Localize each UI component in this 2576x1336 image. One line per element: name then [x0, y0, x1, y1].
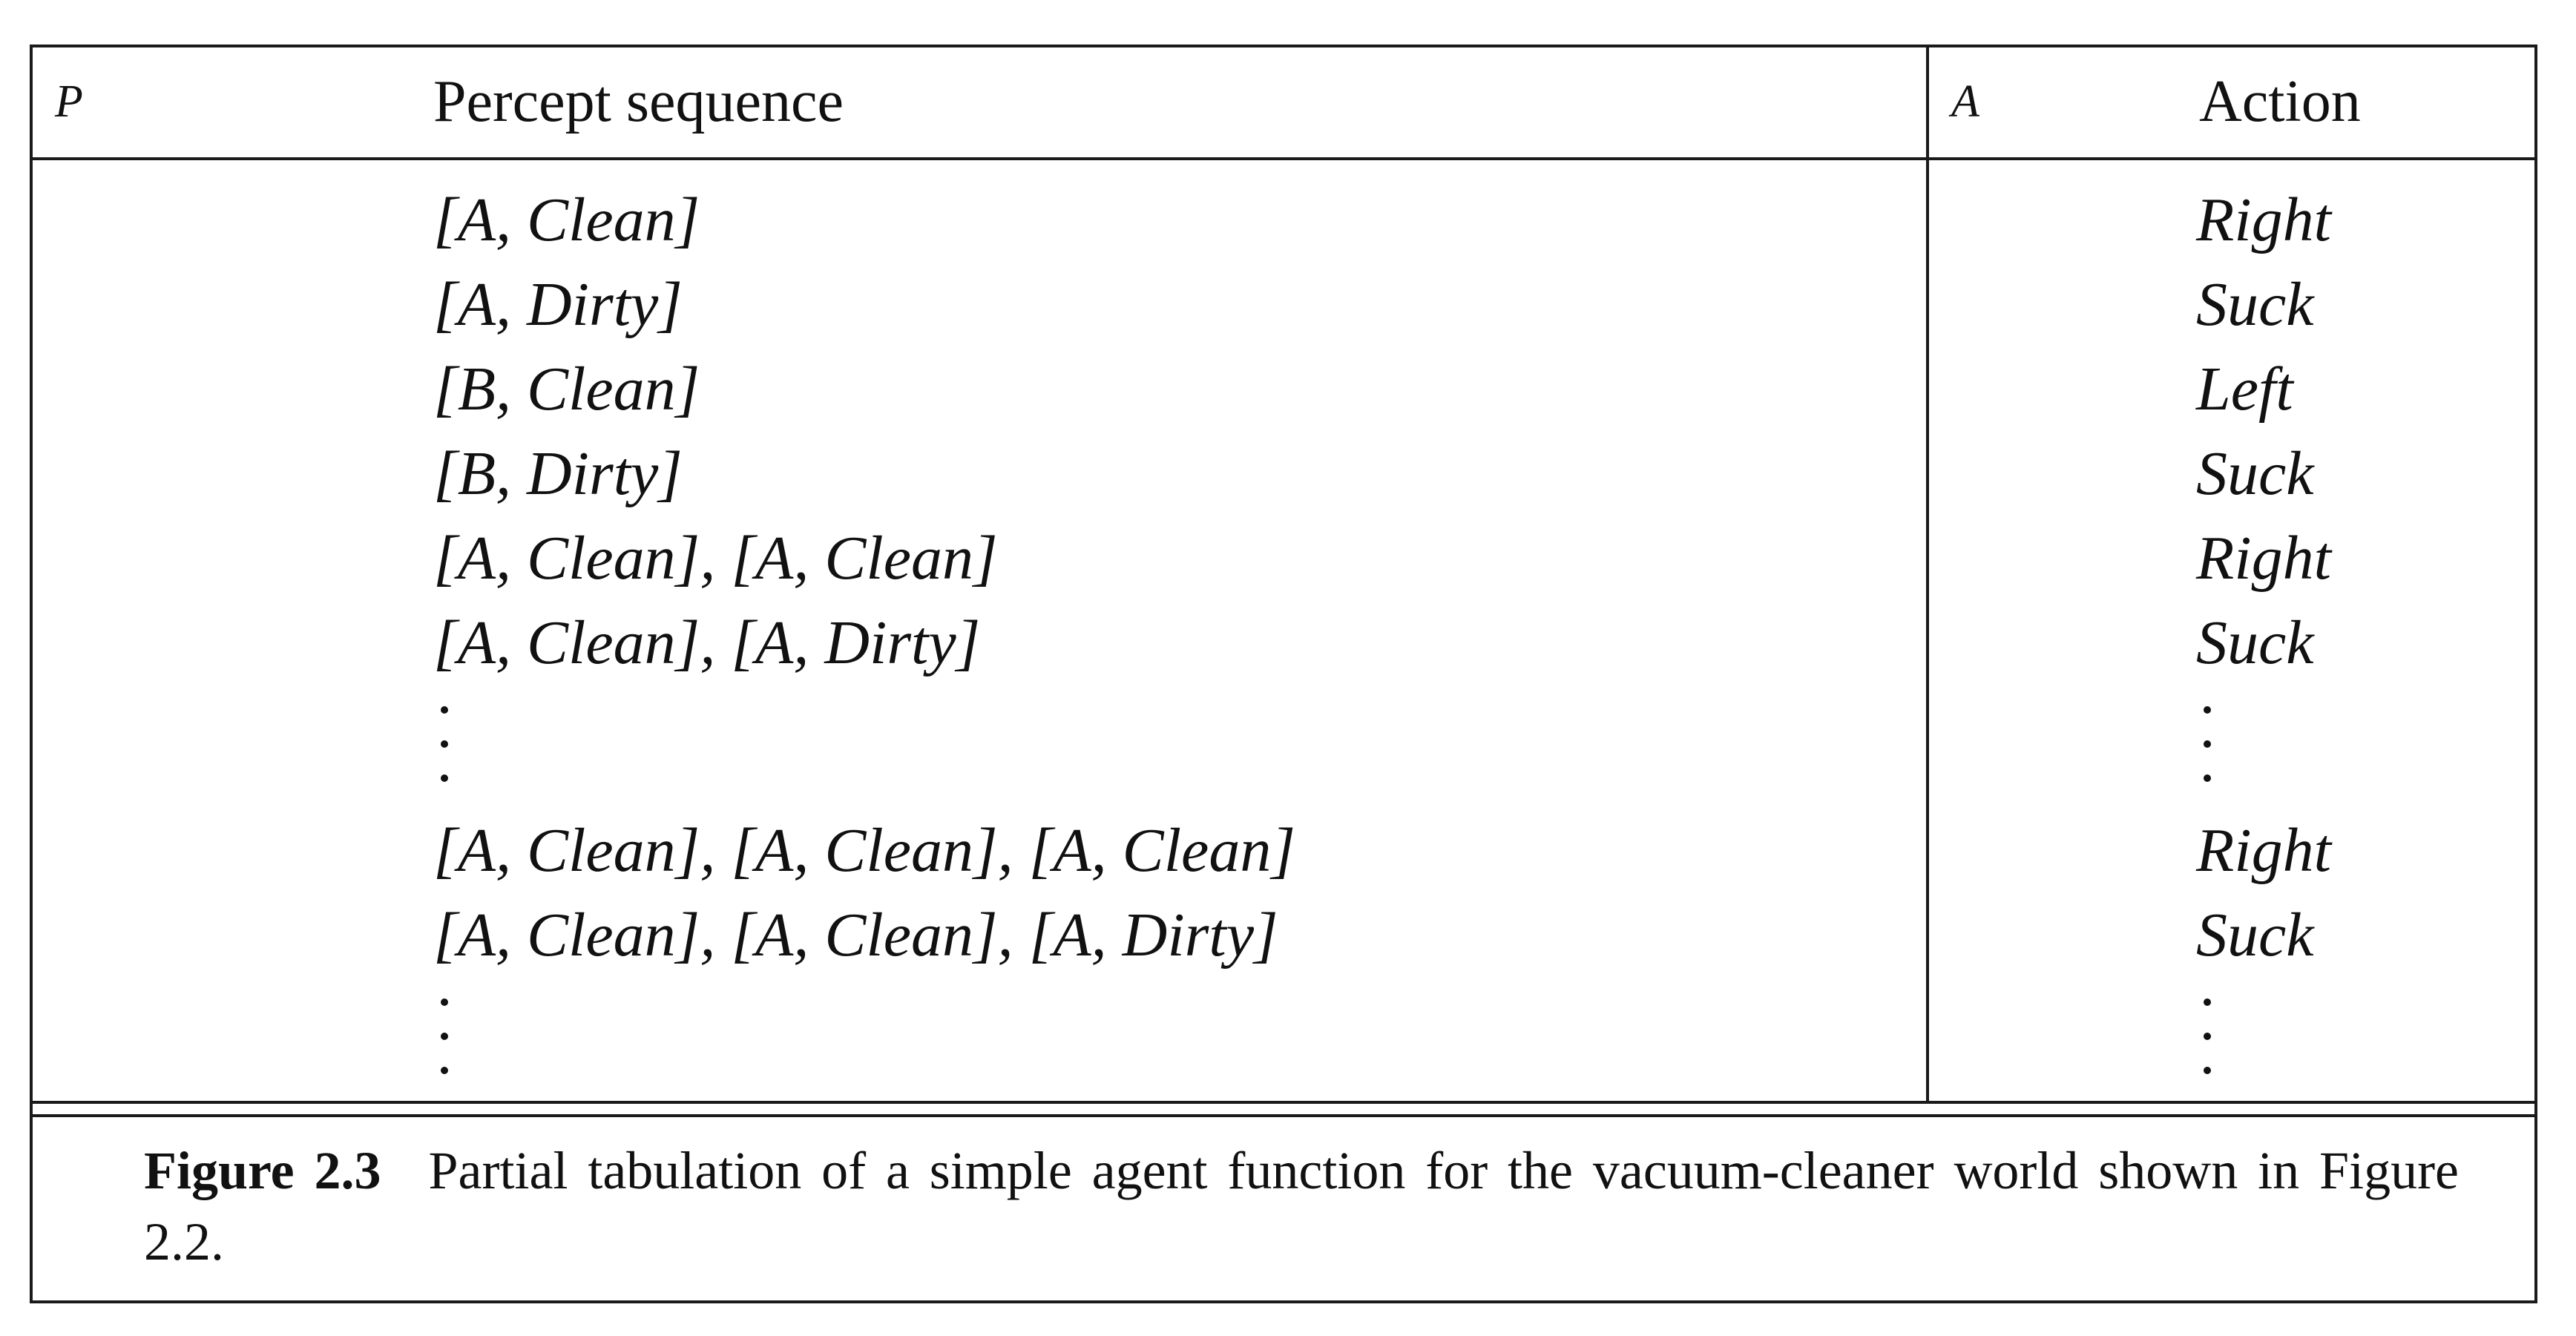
percept-cell: [A, Clean], [A, Clean], [A, Clean]: [433, 809, 1295, 893]
vertical-dots-icon: [2204, 706, 2211, 795]
action-column: Right Suck Left Suck Right Suck ⋮ Right Suck ⋮: [2196, 178, 2331, 1101]
percept-sequence-text: [A, Dirty]: [433, 270, 683, 339]
percept-cell: [A, Dirty]: [433, 263, 1295, 347]
action-text: Suck: [2196, 608, 2314, 677]
percept-ellipsis: ⋮: [433, 685, 1295, 809]
action-text: Right: [2196, 524, 2331, 593]
percept-sequence-text: [B, Dirty]: [433, 439, 683, 508]
action-cell: Suck: [2196, 263, 2331, 347]
action-cell: Suck: [2196, 893, 2331, 978]
action-symbol: A: [1951, 76, 1979, 127]
percept-sequence-text: [A, Clean]: [433, 185, 700, 254]
figure-frame: P Percept sequence A Action [A, Clean] [A…: [30, 45, 2537, 1303]
caption-divider-top: [33, 1101, 2534, 1104]
percept-cell: [A, Clean], [A, Dirty]: [433, 601, 1295, 685]
percept-cell: [A, Clean], [A, Clean]: [433, 516, 1295, 601]
percept-cell: [A, Clean]: [433, 178, 1295, 263]
action-text: Suck: [2196, 901, 2314, 970]
action-text: Suck: [2196, 439, 2314, 508]
action-ellipsis: ⋮: [2196, 978, 2331, 1101]
percept-cell: [B, Dirty]: [433, 432, 1295, 516]
action-cell: Suck: [2196, 432, 2331, 516]
figure-caption: Figure 2.3 Partial tabulation of a simple…: [144, 1135, 2459, 1277]
vertical-dots-icon: [441, 998, 448, 1087]
percept-sequence-header: Percept sequence: [433, 69, 844, 134]
action-text: Suck: [2196, 270, 2314, 339]
column-divider: [1926, 47, 1929, 1101]
percept-sequence-text: [A, Clean], [A, Clean], [A, Clean]: [433, 816, 1296, 885]
action-text: Right: [2196, 185, 2331, 254]
percept-ellipsis: ⋮: [433, 978, 1295, 1101]
caption-text: Partial tabulation of a simple agent fun…: [144, 1141, 2460, 1271]
percept-sequence-text: [B, Clean]: [433, 355, 700, 424]
action-text: Right: [2196, 816, 2331, 885]
percept-sequence-text: [A, Clean], [A, Clean], [A, Dirty]: [433, 901, 1278, 970]
percept-sequence-text: [A, Clean], [A, Dirty]: [433, 608, 981, 677]
action-cell: Right: [2196, 516, 2331, 601]
vertical-dots-icon: [2204, 998, 2211, 1087]
figure-label: Figure 2.3: [144, 1141, 381, 1200]
action-header: Action: [2199, 69, 2361, 134]
action-cell: Left: [2196, 347, 2331, 432]
percept-cell: [B, Clean]: [433, 347, 1295, 432]
table-header: P Percept sequence A Action: [33, 47, 2534, 160]
percept-sequence-column: [A, Clean] [A, Dirty] [B, Clean] [B, Dirty]…: [433, 178, 1295, 1101]
caption-divider-bottom: [33, 1114, 2534, 1117]
action-cell: Suck: [2196, 601, 2331, 685]
percept-cell: [A, Clean], [A, Clean], [A, Dirty]: [433, 893, 1295, 978]
percept-symbol: P: [55, 76, 83, 127]
vertical-dots-icon: [441, 706, 448, 795]
percept-sequence-text: [A, Clean], [A, Clean]: [433, 524, 998, 593]
action-text: Left: [2196, 355, 2293, 424]
action-cell: Right: [2196, 809, 2331, 893]
action-ellipsis: ⋮: [2196, 685, 2331, 809]
action-cell: Right: [2196, 178, 2331, 263]
